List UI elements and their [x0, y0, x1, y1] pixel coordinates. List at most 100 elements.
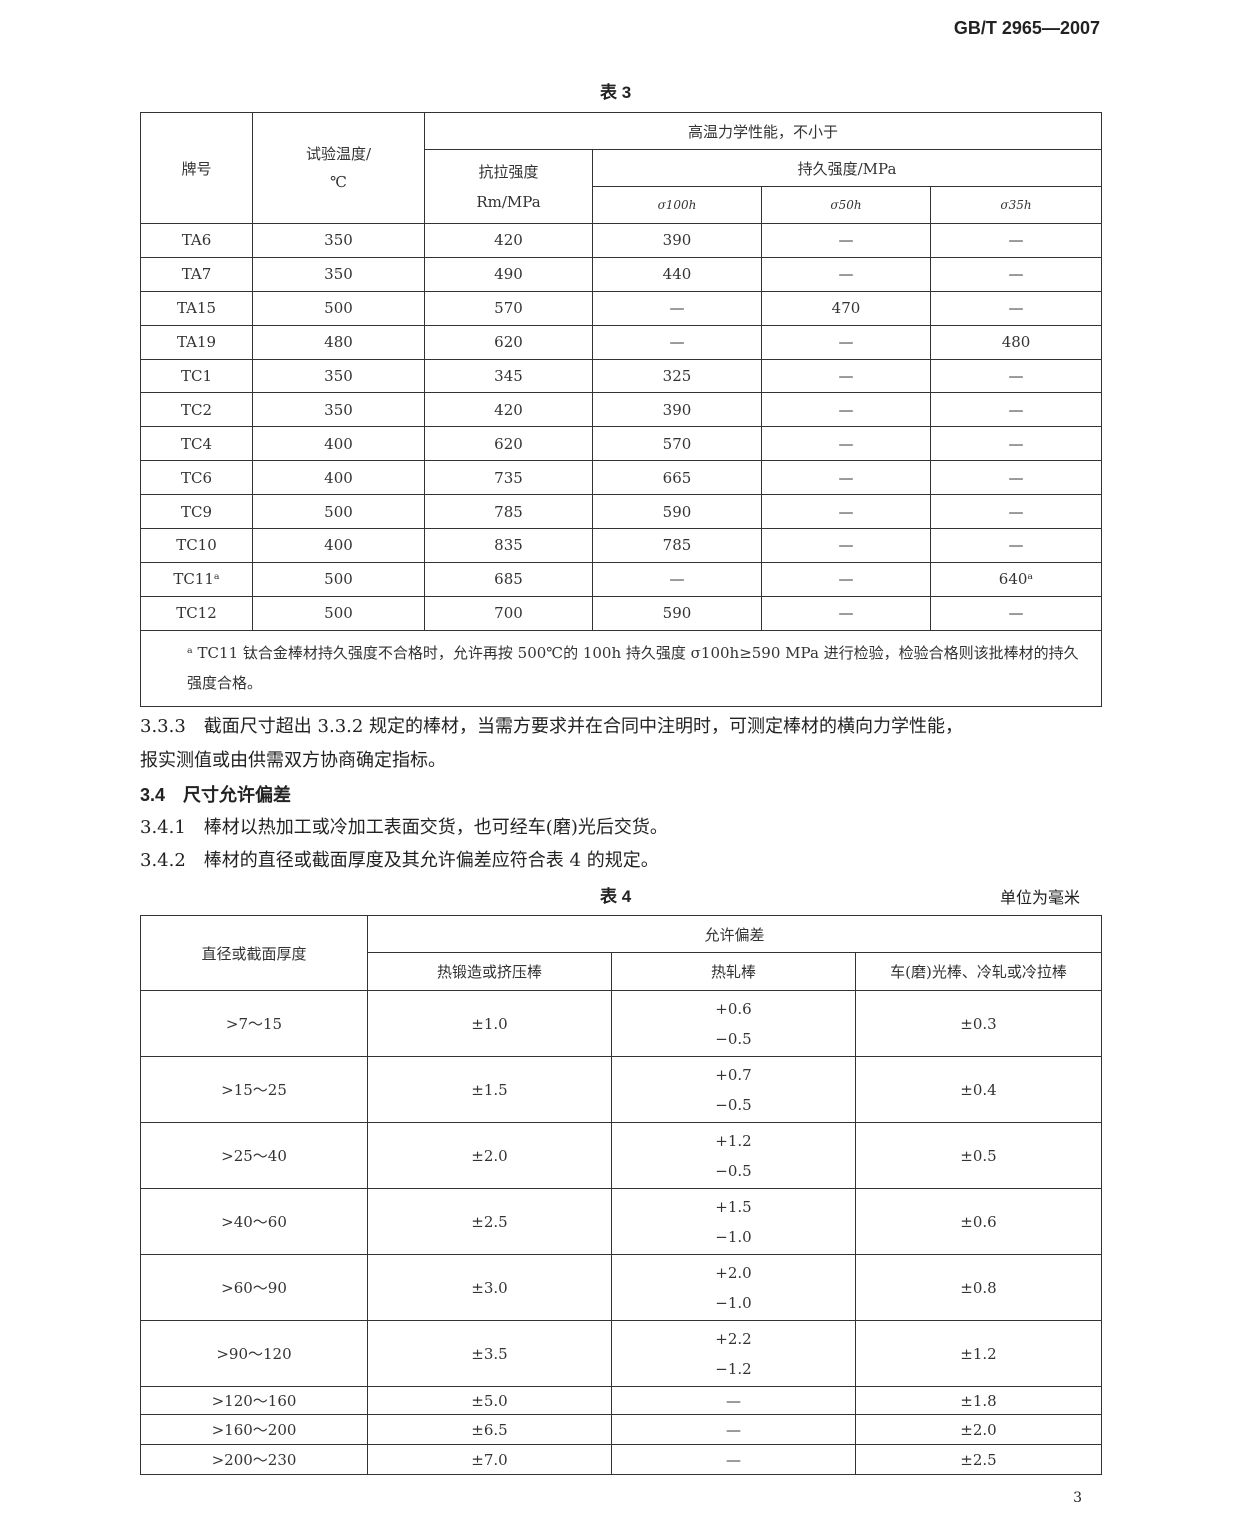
cell-sigma-35h: —: [929, 528, 1103, 563]
paragraph-3-4-2: 3.4.2 棒材的直径或截面厚度及其允许偏差应符合表 4 的规定。: [140, 850, 659, 871]
header-high-temp-props: 高温力学性能，不小于: [423, 112, 1103, 150]
cell-tensile: 420: [424, 392, 593, 428]
cell-hot-rolled: +2.0 −1.0: [611, 1254, 856, 1321]
header-test-temp-label: 试验温度/: [305, 145, 372, 163]
cell-test-temp: 350: [252, 392, 425, 428]
cell-test-temp: 400: [252, 528, 425, 563]
header-tensile-unit: Rm/MPa: [476, 192, 541, 211]
cell-size: >25～40: [140, 1122, 368, 1189]
cell-hot-rolled: +1.2 −0.5: [611, 1122, 856, 1189]
cell-sigma-100h: —: [592, 561, 762, 597]
cell-size: >120～160: [140, 1386, 368, 1415]
table-row: >40～60 ±2.5 +1.5 −1.0 ±0.6: [140, 1188, 1103, 1255]
header-tensile-label: 抗拉强度: [478, 162, 539, 181]
table-3: 牌号 试验温度/ ℃ 高温力学性能，不小于 抗拉强度 Rm/MPa 持久强度/MPa…: [139, 112, 1103, 707]
header-creep: 持久强度/MPa: [591, 149, 1103, 187]
cell-sigma-35h: —: [929, 595, 1103, 631]
table-row: TC6 400 735 665— —: [140, 460, 1103, 496]
table-row: TC4 400 620 570— —: [140, 426, 1103, 462]
cell-sigma-100h: 570: [592, 426, 762, 462]
cell-test-temp: 500: [252, 290, 425, 326]
cell-sigma-100h: —: [592, 324, 762, 360]
cell-grade: TC10: [140, 528, 253, 563]
cell-tensile: 685: [424, 561, 593, 597]
cell-test-temp: 350: [252, 223, 425, 258]
header-grade: 牌号: [140, 112, 253, 224]
cell-forged: ±1.0: [367, 990, 612, 1057]
cell-forged: ±2.5: [367, 1188, 612, 1255]
header-turned: 车(磨)光棒、冷轧或冷拉棒: [854, 952, 1103, 991]
cell-grade: TC2: [140, 392, 253, 428]
hot-rolled-upper: +0.6: [715, 999, 752, 1018]
table-row: >25～40 ±2.0 +1.2 −0.5 ±0.5: [140, 1122, 1103, 1189]
cell-sigma-35h: —: [929, 460, 1103, 496]
table4-unit: 单位为毫米: [999, 888, 1080, 907]
cell-hot-rolled: +0.7 −0.5: [611, 1056, 856, 1123]
cell-tensile: 835: [424, 528, 593, 563]
table-row: TC11ᵃ 500 685— —640ᵃ: [140, 561, 1103, 597]
header-size: 直径或截面厚度: [140, 915, 368, 991]
cell-sigma-50h: —: [761, 528, 931, 563]
cell-size: >15～25: [140, 1056, 368, 1123]
header-hot-rolled: 热轧棒: [611, 952, 856, 991]
cell-sigma-35h: —: [929, 494, 1103, 530]
cell-grade: TC4: [140, 426, 253, 462]
cell-tensile: 700: [424, 595, 593, 631]
hot-rolled-lower: −1.0: [715, 1293, 752, 1312]
cell-sigma-35h: —: [929, 358, 1103, 394]
cell-sigma-50h: —: [761, 426, 931, 462]
cell-turned: ±2.0: [854, 1414, 1103, 1445]
hot-rolled-lower: −0.5: [715, 1095, 752, 1114]
table-row: TC2 350 420 390— —: [140, 392, 1103, 428]
paragraph-3-3-3: 3.3.3 截面尺寸超出 3.3.2 规定的棒材，当需方要求并在合同中注明时，可…: [140, 716, 964, 737]
cell-turned: ±2.5: [854, 1444, 1103, 1475]
table-row: >120～160 ±5.0— ±1.8: [140, 1386, 1103, 1415]
cell-sigma-100h: 390: [592, 223, 762, 258]
cell-size: >90～120: [140, 1320, 368, 1387]
cell-turned: ±0.4: [854, 1056, 1103, 1123]
cell-sigma-35h: 480: [929, 324, 1103, 360]
cell-tensile: 620: [424, 426, 593, 462]
cell-grade: TA6: [140, 223, 253, 258]
hot-rolled-upper: +1.2: [715, 1131, 752, 1150]
cell-grade: TC1: [140, 358, 253, 394]
cell-grade: TA15: [140, 290, 253, 326]
cell-tensile: 785: [424, 494, 593, 530]
cell-forged: ±1.5: [367, 1056, 612, 1123]
cell-tensile: 735: [424, 460, 593, 496]
cell-sigma-50h: —: [761, 460, 931, 496]
cell-sigma-50h: —: [761, 256, 931, 292]
cell-sigma-50h: —: [761, 392, 931, 428]
cell-test-temp: 500: [252, 595, 425, 631]
cell-sigma-50h: 470: [761, 290, 931, 326]
table-row: >7～15 ±1.0 +0.6 −0.5 ±0.3: [140, 990, 1103, 1057]
cell-turned: ±0.5: [854, 1122, 1103, 1189]
cell-sigma-35h: —: [929, 223, 1103, 258]
cell-sigma-50h: —: [761, 358, 931, 394]
cell-sigma-100h: 665: [592, 460, 762, 496]
cell-test-temp: 350: [252, 256, 425, 292]
cell-sigma-100h: 390: [592, 392, 762, 428]
cell-grade: TC9: [140, 494, 253, 530]
cell-sigma-35h: —: [929, 426, 1103, 462]
standard-code: GB/T 2965—2007: [953, 18, 1100, 38]
cell-tensile: 490: [424, 256, 593, 292]
cell-sigma-50h: —: [761, 494, 931, 530]
cell-grade: TA19: [140, 324, 253, 360]
cell-tensile: 420: [424, 223, 593, 258]
hot-rolled-lower: −1.2: [715, 1359, 752, 1378]
cell-sigma-50h: —: [761, 324, 931, 360]
cell-turned: ±1.2: [854, 1320, 1103, 1387]
table-row: >90～120 ±3.5 +2.2 −1.2 ±1.2: [140, 1320, 1103, 1387]
cell-forged: ±3.0: [367, 1254, 612, 1321]
table-row: >60～90 ±3.0 +2.0 −1.0 ±0.8: [140, 1254, 1103, 1321]
table3-caption: 表 3: [600, 83, 632, 102]
cell-sigma-50h: —: [761, 223, 931, 258]
cell-forged: ±2.0: [367, 1122, 612, 1189]
table-row: TA6 350 420 390— —: [140, 223, 1103, 258]
hot-rolled-upper: +2.2: [715, 1329, 752, 1348]
table-row: >200～230 ±7.0— ±2.5: [140, 1444, 1103, 1475]
header-tensile: 抗拉强度 Rm/MPa: [424, 149, 593, 224]
cell-tensile: 345: [424, 358, 593, 394]
cell-turned: ±1.8: [854, 1386, 1103, 1415]
